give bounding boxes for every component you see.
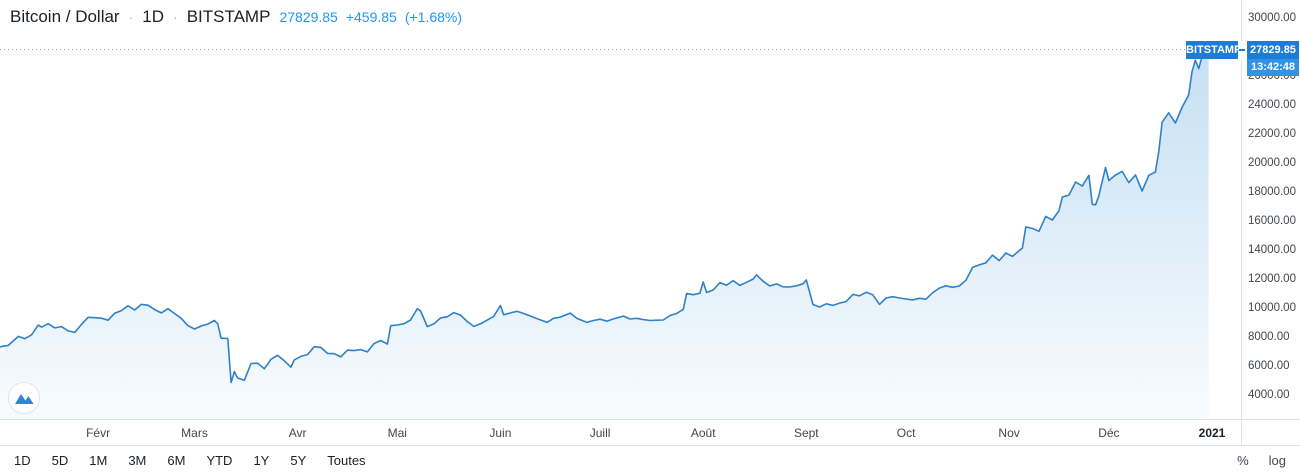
time-tick-label: Déc bbox=[1098, 425, 1120, 440]
range-button-5d[interactable]: 5D bbox=[51, 452, 69, 468]
price-tick-label: 16000.00 bbox=[1248, 215, 1296, 227]
time-tick-label: Sept bbox=[793, 425, 819, 440]
range-button-toutes[interactable]: Toutes bbox=[327, 452, 366, 468]
tradingview-logo[interactable] bbox=[8, 382, 40, 414]
time-tick-label: Avr bbox=[288, 425, 307, 440]
bottom-toolbar: 1D 5D 1M 3M 6M YTD 1Y 5Y Toutes % log bbox=[0, 447, 1300, 474]
time-axis[interactable]: Févr Mars Avr Mai Juin Juill Août Sept Oct Nov Déc… bbox=[0, 419, 1300, 446]
time-tick-label: Févr bbox=[86, 425, 111, 440]
separator-dot: · bbox=[173, 9, 178, 25]
log-scale-button[interactable]: log bbox=[1268, 452, 1286, 468]
price-tick-label: 6000.00 bbox=[1248, 360, 1290, 372]
time-tick-label: Août bbox=[690, 425, 716, 440]
range-button-ytd[interactable]: YTD bbox=[206, 452, 233, 468]
chart-legend: Bitcoin / Dollar · 1D · BITSTAMP 27829.8… bbox=[10, 7, 462, 27]
price-line bbox=[0, 45, 1210, 384]
time-tick-label: Nov bbox=[998, 425, 1020, 440]
price-tick-label: 14000.00 bbox=[1248, 244, 1296, 256]
price-tick-label: 10000.00 bbox=[1248, 302, 1296, 314]
price-tick-label: 20000.00 bbox=[1248, 157, 1296, 169]
area-fill bbox=[0, 46, 1209, 418]
current-price-badge: BITSTAMP 27829.85 bbox=[1186, 40, 1299, 59]
time-tick-label: Juin bbox=[489, 425, 512, 440]
price-change: +459.85 bbox=[345, 9, 397, 25]
price-tick-label: 30000.00 bbox=[1248, 12, 1296, 24]
last-price: 27829.85 bbox=[279, 9, 338, 25]
quote-values: 27829.85 +459.85 (+1.68%) bbox=[279, 9, 462, 25]
scale-buttons: % log bbox=[1217, 452, 1286, 470]
time-tick-label: 2021 bbox=[1198, 425, 1226, 440]
time-tick-label: Mars bbox=[181, 425, 208, 440]
range-button-1m[interactable]: 1M bbox=[89, 452, 108, 468]
badge-tick-dash bbox=[1238, 40, 1247, 59]
date-range-buttons: 1D 5D 1M 3M 6M YTD 1Y 5Y Toutes bbox=[14, 452, 387, 470]
range-button-6m[interactable]: 6M bbox=[167, 452, 186, 468]
exchange-name[interactable]: BITSTAMP bbox=[186, 7, 271, 26]
price-tick-label: 8000.00 bbox=[1248, 331, 1290, 343]
time-tick-label: Juill bbox=[589, 425, 611, 440]
range-button-1y[interactable]: 1Y bbox=[253, 452, 270, 468]
badge-price: 27829.85 bbox=[1247, 40, 1299, 59]
countdown-badge: 13:42:48 bbox=[1247, 58, 1299, 76]
time-tick-label: Oct bbox=[896, 425, 916, 440]
range-button-1d[interactable]: 1D bbox=[14, 452, 31, 468]
symbol-name[interactable]: Bitcoin / Dollar bbox=[10, 7, 120, 26]
range-button-3m[interactable]: 3M bbox=[128, 452, 147, 468]
time-tick-label: Mai bbox=[387, 425, 407, 440]
price-tick-label: 18000.00 bbox=[1248, 186, 1296, 198]
price-tick-label: 12000.00 bbox=[1248, 273, 1296, 285]
price-tick-label: 24000.00 bbox=[1248, 99, 1296, 111]
price-change-percent: (+1.68%) bbox=[404, 9, 463, 25]
price-tick-label: 22000.00 bbox=[1248, 128, 1296, 140]
interval-label[interactable]: 1D bbox=[142, 7, 165, 26]
separator-dot: · bbox=[128, 9, 134, 25]
price-tick-label: 4000.00 bbox=[1248, 389, 1290, 401]
mountains-icon bbox=[14, 394, 34, 404]
range-button-5y[interactable]: 5Y bbox=[290, 452, 307, 468]
price-axis-separator bbox=[1241, 0, 1242, 446]
percent-scale-button[interactable]: % bbox=[1237, 452, 1249, 468]
badge-exchange-label: BITSTAMP bbox=[1186, 40, 1241, 59]
price-chart-canvas[interactable] bbox=[0, 0, 1241, 418]
